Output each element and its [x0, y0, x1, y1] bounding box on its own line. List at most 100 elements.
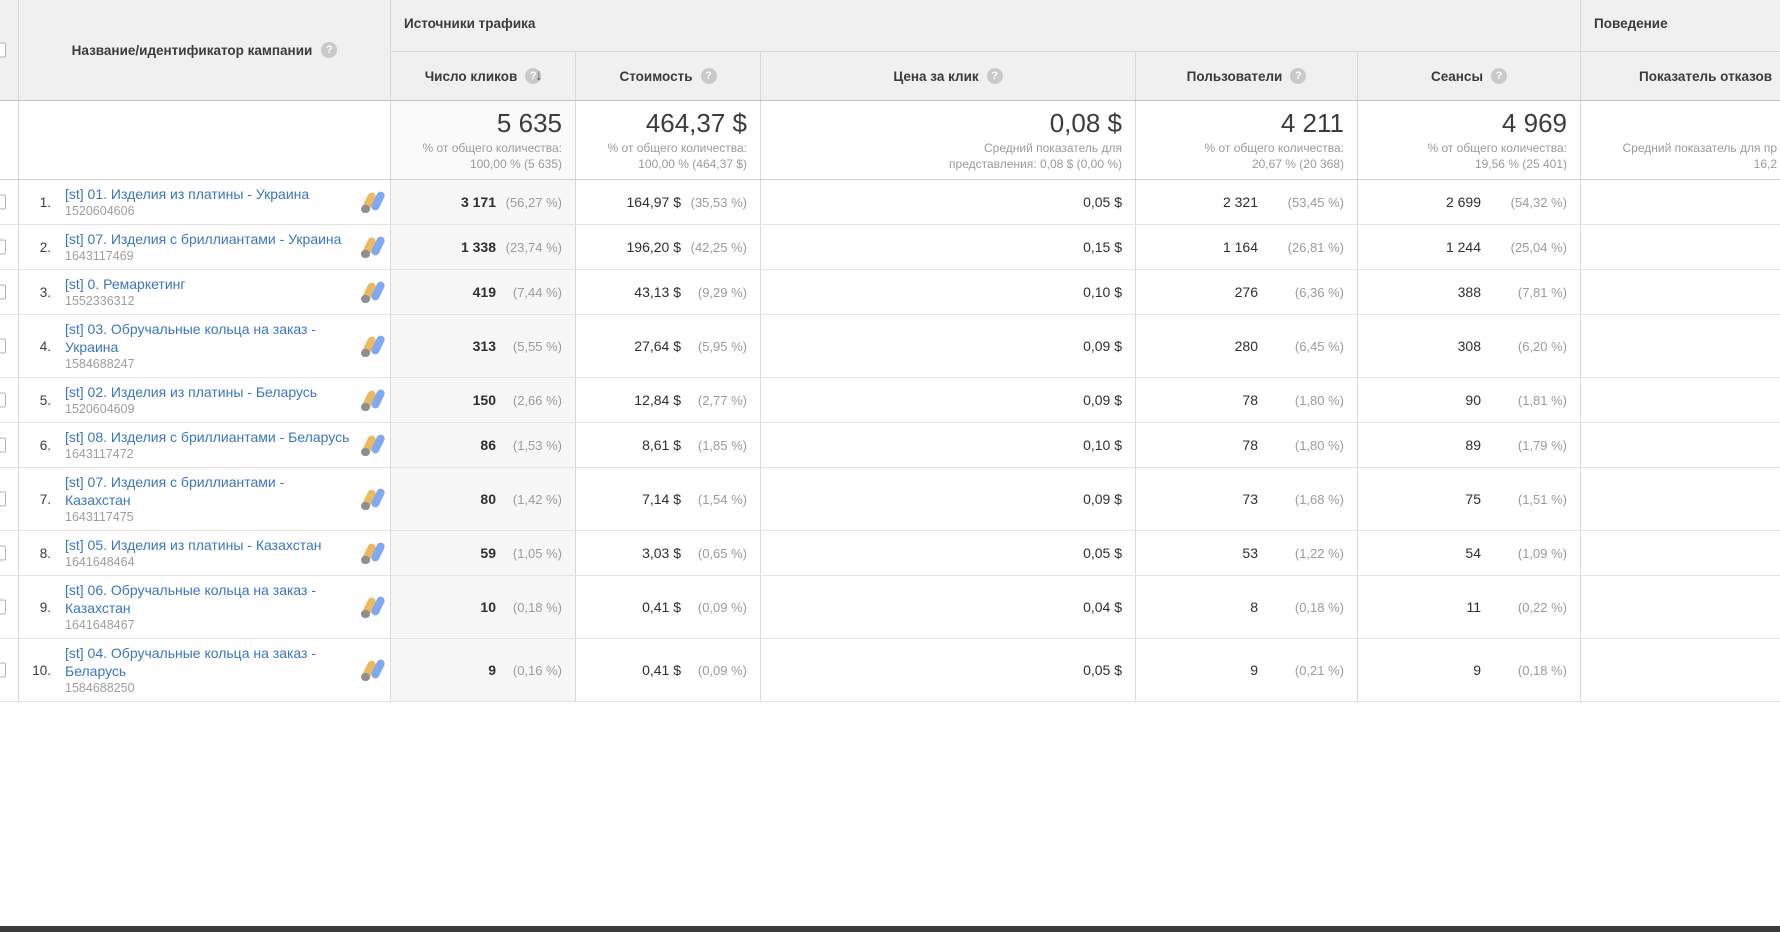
cost-percent: (0,09 %) [697, 662, 747, 678]
help-icon[interactable]: ? [700, 68, 717, 84]
campaign-id: 1584688247 [65, 357, 135, 371]
campaign-cell: 10. [st] 04. Обручальные кольца на заказ… [18, 639, 390, 701]
table-header: Название/идентификатор кампании ? Источн… [0, 0, 1780, 101]
select-all-checkbox[interactable] [0, 42, 6, 58]
campaign-link[interactable]: [st] 08. Изделия с бриллиантами - Белару… [65, 429, 350, 445]
google-ads-icon-dot [361, 555, 370, 564]
column-header-clicks[interactable]: Число кликов ? ↓ [390, 52, 575, 100]
help-icon[interactable]: ? [525, 68, 542, 84]
column-header-bounce-rate-label: Показатель отказов [1639, 68, 1773, 84]
campaign-link[interactable]: [st] 01. Изделия из платины - Украина [65, 186, 310, 202]
sessions-value: 308 [1457, 338, 1481, 354]
group-header-traffic-sources: Источники трафика [390, 0, 1580, 52]
clicks-cell: 313 (5,55 %) [390, 315, 575, 377]
row-checkbox[interactable] [0, 437, 6, 453]
row-checkbox[interactable] [0, 194, 6, 210]
campaign-id: 1643117472 [65, 447, 134, 461]
clicks-value: 86 [480, 437, 496, 453]
row-checkbox[interactable] [0, 545, 6, 561]
cpc-cell: 0,09 $ [760, 315, 1135, 377]
clicks-cell: 59 (1,05 %) [390, 531, 575, 575]
sessions-percent: (1,81 %) [1517, 392, 1567, 408]
row-index: 5. [39, 392, 51, 408]
bounce-rate-cell [1580, 531, 1780, 575]
campaign-link[interactable]: [st] 06. Обручальные кольца на заказ - К… [65, 582, 317, 616]
column-header-bounce-rate[interactable]: Показатель отказов [1580, 52, 1780, 100]
users-value: 1 164 [1222, 239, 1258, 255]
help-icon[interactable]: ? [1290, 68, 1307, 84]
sessions-cell: 90 (1,81 %) [1357, 378, 1580, 422]
campaign-name-block: [st] 01. Изделия из платины - Украина 15… [65, 185, 353, 219]
users-value: 280 [1234, 338, 1258, 354]
campaign-link[interactable]: [st] 04. Обручальные кольца на заказ - Б… [65, 645, 317, 679]
campaign-name-block: [st] 05. Изделия из платины - Казахстан … [65, 536, 353, 570]
campaign-name-block: [st] 06. Обручальные кольца на заказ - К… [65, 581, 353, 633]
users-cell: 1 164 (26,81 %) [1135, 225, 1357, 269]
cost-cell: 0,41 $ (0,09 %) [575, 639, 760, 701]
table-row: 7. [st] 07. Изделия с бриллиантами - Каз… [0, 468, 1780, 531]
help-icon[interactable]: ? [986, 68, 1003, 84]
summary-users-subtext: % от общего количества: 20,67 % (20 368) [1204, 141, 1345, 171]
sessions-cell: 2 699 (54,32 %) [1357, 180, 1580, 224]
column-header-cpc[interactable]: Цена за клик ? [760, 52, 1135, 100]
column-header-sessions-label: Сеансы [1431, 68, 1483, 84]
campaign-link[interactable]: [st] 0. Ремаркетинг [65, 276, 186, 292]
sessions-percent: (25,04 %) [1510, 239, 1567, 255]
campaign-link[interactable]: [st] 03. Обручальные кольца на заказ - У… [65, 321, 317, 355]
cost-value: 7,14 $ [642, 491, 681, 507]
sessions-percent: (0,22 %) [1517, 599, 1567, 615]
cpc-value: 0,05 $ [1083, 662, 1122, 678]
campaign-link[interactable]: [st] 07. Изделия с бриллиантами - Казахс… [65, 474, 285, 508]
cost-value: 8,61 $ [642, 437, 681, 453]
campaign-cell: 6. [st] 08. Изделия с бриллиантами - Бел… [18, 423, 390, 467]
table-row: 6. [st] 08. Изделия с бриллиантами - Бел… [0, 423, 1780, 468]
row-checkbox-cell [0, 315, 18, 377]
campaign-name-block: [st] 07. Изделия с бриллиантами - Украин… [65, 230, 353, 264]
clicks-value: 59 [480, 545, 496, 561]
column-header-sessions[interactable]: Сеансы ? [1357, 52, 1580, 100]
cpc-cell: 0,09 $ [760, 378, 1135, 422]
google-ads-icon [359, 279, 386, 305]
users-cell: 280 (6,45 %) [1135, 315, 1357, 377]
cost-cell: 196,20 $ (42,25 %) [575, 225, 760, 269]
users-percent: (6,45 %) [1294, 338, 1344, 354]
column-header-users[interactable]: Пользователи ? [1135, 52, 1357, 100]
users-percent: (0,18 %) [1294, 599, 1344, 615]
sessions-cell: 11 (0,22 %) [1357, 576, 1580, 638]
help-icon[interactable]: ? [321, 42, 338, 58]
row-checkbox[interactable] [0, 239, 6, 255]
row-checkbox[interactable] [0, 392, 6, 408]
sessions-cell: 89 (1,79 %) [1357, 423, 1580, 467]
row-checkbox-cell [0, 180, 18, 224]
google-ads-icon-dot [361, 348, 370, 357]
sessions-percent: (1,79 %) [1517, 437, 1567, 453]
campaign-id: 1643117469 [65, 249, 134, 263]
campaign-cell: 4. [st] 03. Обручальные кольца на заказ … [18, 315, 390, 377]
row-checkbox[interactable] [0, 491, 6, 507]
campaign-link[interactable]: [st] 02. Изделия из платины - Беларусь [65, 384, 318, 400]
campaign-link[interactable]: [st] 05. Изделия из платины - Казахстан [65, 537, 322, 553]
help-icon[interactable]: ? [1490, 68, 1507, 84]
cost-value: 27,64 $ [634, 338, 681, 354]
row-checkbox[interactable] [0, 599, 6, 615]
campaign-id: 1584688250 [65, 681, 135, 695]
group-header-traffic-sources-label: Источники трафика [404, 16, 536, 31]
campaign-id: 1643117475 [65, 510, 134, 524]
summary-cpc-value: 0,08 $ [1049, 108, 1122, 138]
column-header-campaign[interactable]: Название/идентификатор кампании ? [18, 0, 390, 100]
column-header-cost[interactable]: Стоимость ? [575, 52, 760, 100]
cpc-value: 0,09 $ [1083, 491, 1122, 507]
row-checkbox[interactable] [0, 284, 6, 300]
row-checkbox[interactable] [0, 662, 6, 678]
column-header-clicks-label: Число кликов [424, 68, 518, 84]
cpc-cell: 0,05 $ [760, 531, 1135, 575]
summary-cpc: 0,08 $ Средний показатель для представлен… [760, 101, 1135, 179]
column-header-cpc-label: Цена за клик [893, 68, 979, 84]
cost-value: 164,97 $ [626, 194, 682, 210]
cpc-cell: 0,05 $ [760, 639, 1135, 701]
clicks-value: 313 [472, 338, 496, 354]
sort-descending-icon[interactable]: ↓ [535, 67, 543, 84]
row-checkbox[interactable] [0, 338, 6, 354]
campaign-link[interactable]: [st] 07. Изделия с бриллиантами - Украин… [65, 231, 342, 247]
cpc-value: 0,05 $ [1083, 545, 1122, 561]
